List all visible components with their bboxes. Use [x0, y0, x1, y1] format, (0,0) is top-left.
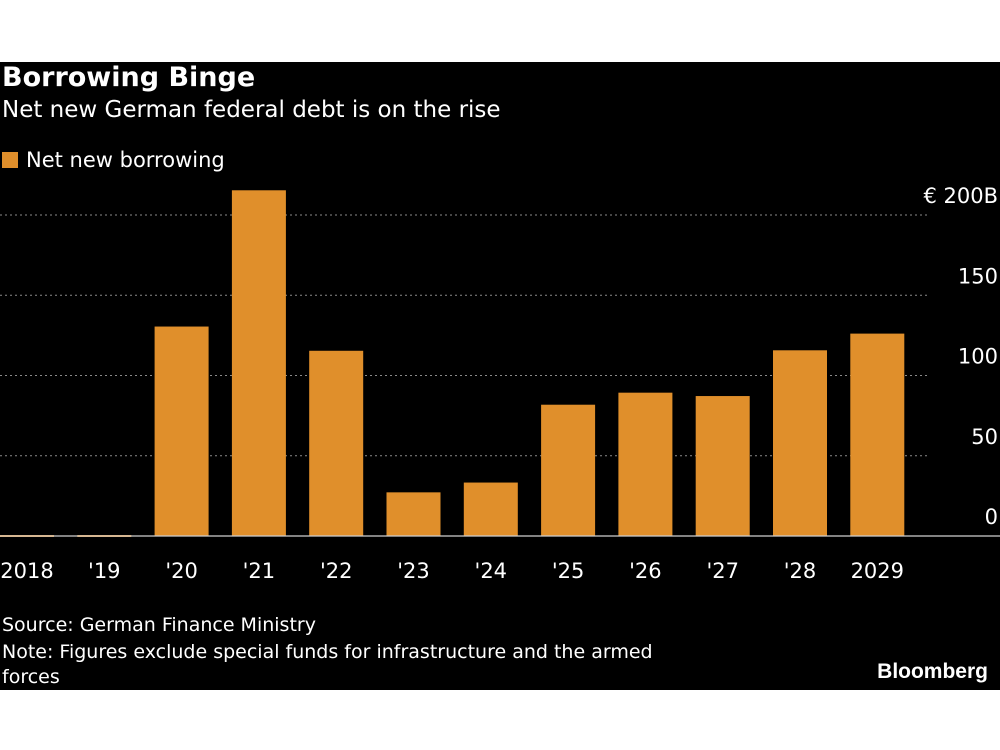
y-tick-label: 50 — [971, 425, 998, 449]
x-tick-label: '23 — [397, 559, 430, 583]
legend: Net new borrowing — [2, 148, 225, 172]
bar — [154, 326, 209, 536]
x-tick-label: '26 — [629, 559, 662, 583]
y-tick-label: 100 — [958, 345, 998, 369]
x-tick-label: '27 — [706, 559, 739, 583]
x-tick-label: 2018 — [0, 559, 53, 583]
y-tick-label: 0 — [985, 505, 998, 529]
x-tick-label: 2029 — [851, 559, 904, 583]
x-tick-label: '25 — [552, 559, 585, 583]
bar — [463, 482, 518, 536]
bar — [695, 396, 750, 536]
chart-subtitle: Net new German federal debt is on the ri… — [2, 97, 501, 123]
x-tick-label: '24 — [475, 559, 508, 583]
chart-panel: Borrowing Binge Net new German federal d… — [0, 62, 1000, 690]
bar — [773, 350, 827, 536]
note-text: Note: Figures exclude special funds for … — [2, 641, 653, 688]
source-text: Source: German Finance Ministry — [2, 614, 316, 636]
legend-swatch — [2, 152, 18, 168]
x-tick-label: '22 — [320, 559, 353, 583]
bar-chart: 0 50 100 150 € 200B 2018 '19 '20 '21 '22 '23 '24 '25… — [0, 184, 1000, 583]
x-tick-label: '19 — [88, 559, 121, 583]
chart-title: Borrowing Binge — [2, 62, 256, 93]
bar — [309, 350, 364, 536]
y-tick-label: 150 — [958, 264, 998, 288]
x-tick-label: '21 — [243, 559, 276, 583]
bar — [231, 190, 286, 536]
y-tick-label: € 200B — [923, 184, 998, 208]
bar — [618, 392, 673, 536]
x-tick-label: '20 — [165, 559, 198, 583]
bar — [850, 333, 905, 536]
bloomberg-logo: Bloomberg — [877, 660, 988, 683]
bar — [386, 492, 441, 536]
bar — [541, 404, 596, 536]
x-tick-label: '28 — [784, 559, 817, 583]
legend-label: Net new borrowing — [26, 148, 225, 172]
